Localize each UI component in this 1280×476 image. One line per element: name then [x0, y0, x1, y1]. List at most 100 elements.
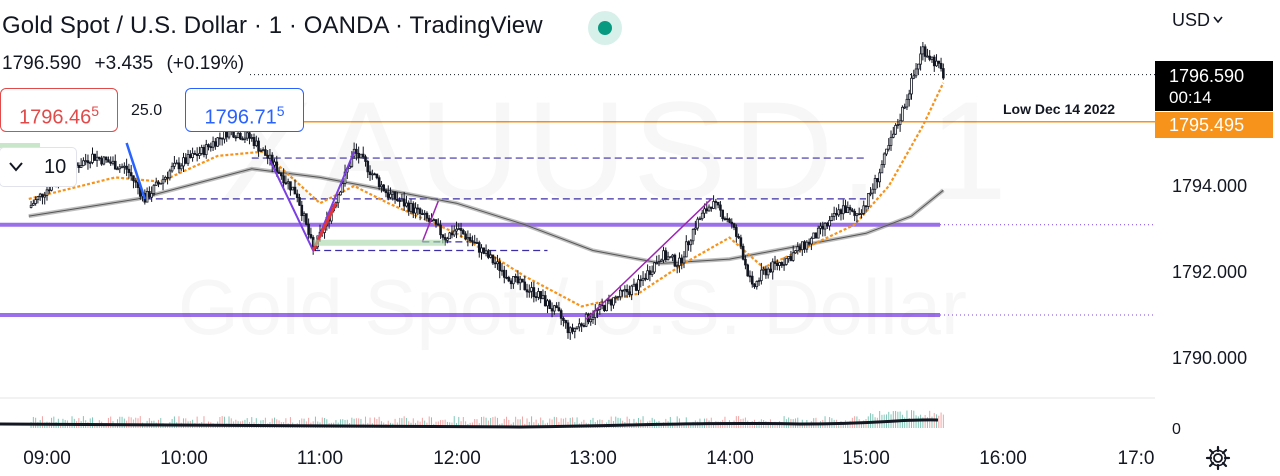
candle-body: [794, 250, 797, 254]
candle-body: [32, 203, 35, 206]
candle-body: [664, 250, 668, 261]
candle-body: [123, 165, 126, 168]
candle-body: [364, 156, 367, 162]
candle-body: [150, 193, 153, 198]
candle-body: [152, 184, 156, 194]
candle-body: [455, 228, 458, 232]
candle-body: [907, 93, 911, 100]
candle-body: [191, 152, 194, 159]
candle-body: [84, 160, 87, 163]
candle-body: [857, 213, 861, 216]
candle-body: [628, 291, 631, 295]
candle-body: [380, 184, 383, 188]
candle-body: [418, 208, 422, 215]
candle-body: [889, 136, 893, 146]
candle-body: [935, 60, 938, 67]
candle-body: [625, 289, 629, 293]
bar-countdown: 00:14: [1169, 88, 1212, 107]
candle-body: [530, 287, 533, 292]
candle-body: [537, 291, 540, 298]
candle-body: [43, 194, 47, 198]
candle-body: [125, 165, 128, 170]
candle-body: [523, 281, 527, 291]
sell-button[interactable]: 1796.465: [0, 88, 118, 132]
volume-average-line: [0, 418, 939, 429]
market-open-indicator[interactable]: [588, 11, 622, 45]
time-tick: 11:00: [296, 448, 344, 469]
candle-body: [607, 299, 611, 302]
candle-body: [473, 241, 476, 244]
candle-body: [619, 289, 622, 298]
candle-body: [88, 162, 92, 164]
candle-body: [887, 144, 891, 150]
candle-body: [309, 234, 313, 238]
candle-body: [773, 261, 777, 264]
candle-body: [104, 156, 108, 161]
candle-body: [919, 53, 922, 65]
candle-body: [728, 218, 731, 223]
candle-body: [86, 160, 90, 164]
quantity-selector[interactable]: 10: [0, 148, 76, 186]
candle-body: [489, 254, 492, 258]
candle-body: [657, 261, 661, 264]
candle-body: [357, 152, 360, 159]
candle-body: [878, 172, 881, 183]
candle-body: [398, 200, 401, 202]
candle-body: [282, 175, 285, 184]
candle-body: [671, 254, 674, 258]
candle-body: [748, 275, 752, 278]
candle-body: [91, 153, 94, 163]
candle-body: [730, 221, 734, 225]
candle-body: [901, 106, 904, 122]
gear-icon[interactable]: [1205, 445, 1231, 471]
candle-body: [912, 75, 916, 79]
candle-body: [812, 232, 815, 239]
candle-body: [480, 247, 483, 253]
candle-body: [116, 168, 119, 171]
candle-body: [928, 55, 931, 60]
candle-body: [77, 164, 81, 168]
candle-body: [548, 300, 552, 309]
candle-body: [903, 106, 906, 109]
candle-body: [173, 162, 176, 167]
candle-body: [621, 289, 624, 292]
candle-body: [366, 161, 370, 173]
candle-body: [782, 264, 786, 266]
spread-value: 25.0: [128, 102, 166, 120]
candle-body: [195, 153, 199, 156]
candle-body: [559, 310, 563, 319]
candle-body: [179, 165, 183, 170]
candle-body: [268, 154, 272, 159]
time-tick: 12:00: [433, 448, 481, 469]
candle-body: [816, 227, 820, 239]
candle-body: [771, 261, 775, 273]
candle-body: [202, 147, 206, 156]
candle-body: [775, 263, 779, 266]
candle-body: [823, 222, 827, 230]
candle-body: [266, 155, 269, 159]
candle-body: [862, 205, 866, 214]
time-tick: 16:00: [979, 448, 1027, 469]
candle-body: [512, 276, 515, 285]
low-level-label: Low Dec 14 2022: [1003, 101, 1116, 117]
candle-body: [34, 199, 37, 204]
buy-price-pip: 5: [276, 103, 285, 119]
buy-button[interactable]: 1796.715: [185, 88, 304, 132]
candle-body: [261, 149, 265, 152]
candle-body: [396, 198, 399, 201]
currency-selector[interactable]: USD: [1172, 10, 1224, 31]
candle-body: [737, 236, 740, 239]
candle-body: [457, 228, 461, 230]
candle-body: [566, 322, 570, 334]
candle-body: [609, 299, 613, 306]
candle-body: [45, 189, 49, 196]
volume-zero-tick: 0: [1172, 421, 1181, 438]
candle-body: [691, 228, 695, 242]
candle-body: [937, 60, 941, 64]
candle-body: [689, 240, 693, 246]
candle-body: [757, 280, 761, 282]
candle-body: [648, 270, 652, 275]
candle-body: [532, 287, 536, 298]
candle-body: [828, 220, 831, 227]
